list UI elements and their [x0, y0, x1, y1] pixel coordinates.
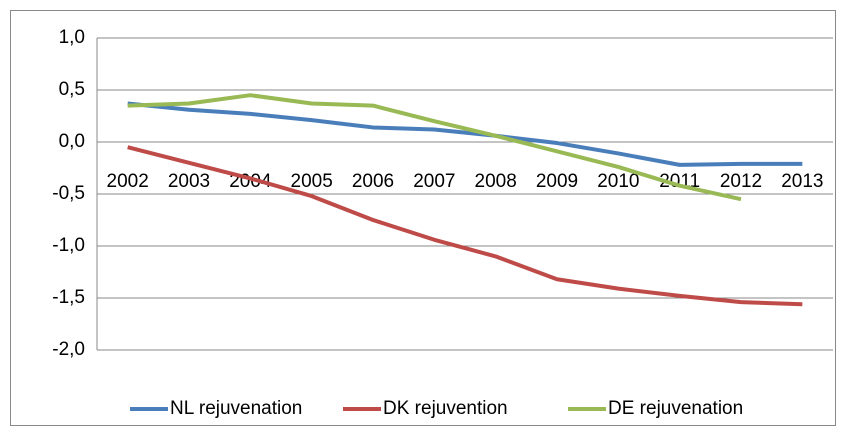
x-tick-label: 2008	[475, 171, 517, 192]
series-line	[127, 145, 803, 307]
x-tick-label: 2005	[291, 171, 333, 192]
chart-border	[10, 10, 836, 426]
legend-label: DE rejuvenation	[608, 398, 743, 419]
series-line	[127, 93, 742, 202]
series-line	[127, 101, 803, 167]
y-tick-label: 1,0	[59, 27, 85, 48]
y-tick-label: 0,0	[59, 131, 85, 152]
x-tick-label: 2013	[781, 171, 823, 192]
y-tick-label: 0,5	[59, 79, 85, 100]
y-tick-label: -1,5	[52, 287, 85, 308]
x-tick-label: 2007	[413, 171, 455, 192]
legend-label: NL rejuvenation	[170, 398, 302, 419]
x-tick-label: 2009	[536, 171, 578, 192]
y-tick-label: -0,5	[52, 183, 85, 204]
x-tick-label: 2002	[107, 171, 149, 192]
legend-label: DK rejuvention	[383, 398, 508, 419]
y-tick-label: -2,0	[52, 339, 85, 360]
x-tick-label: 2010	[597, 171, 639, 192]
x-tick-label: 2012	[720, 171, 762, 192]
y-tick-label: -1,0	[52, 235, 85, 256]
x-tick-label: 2006	[352, 171, 394, 192]
x-tick-label: 2003	[168, 171, 210, 192]
